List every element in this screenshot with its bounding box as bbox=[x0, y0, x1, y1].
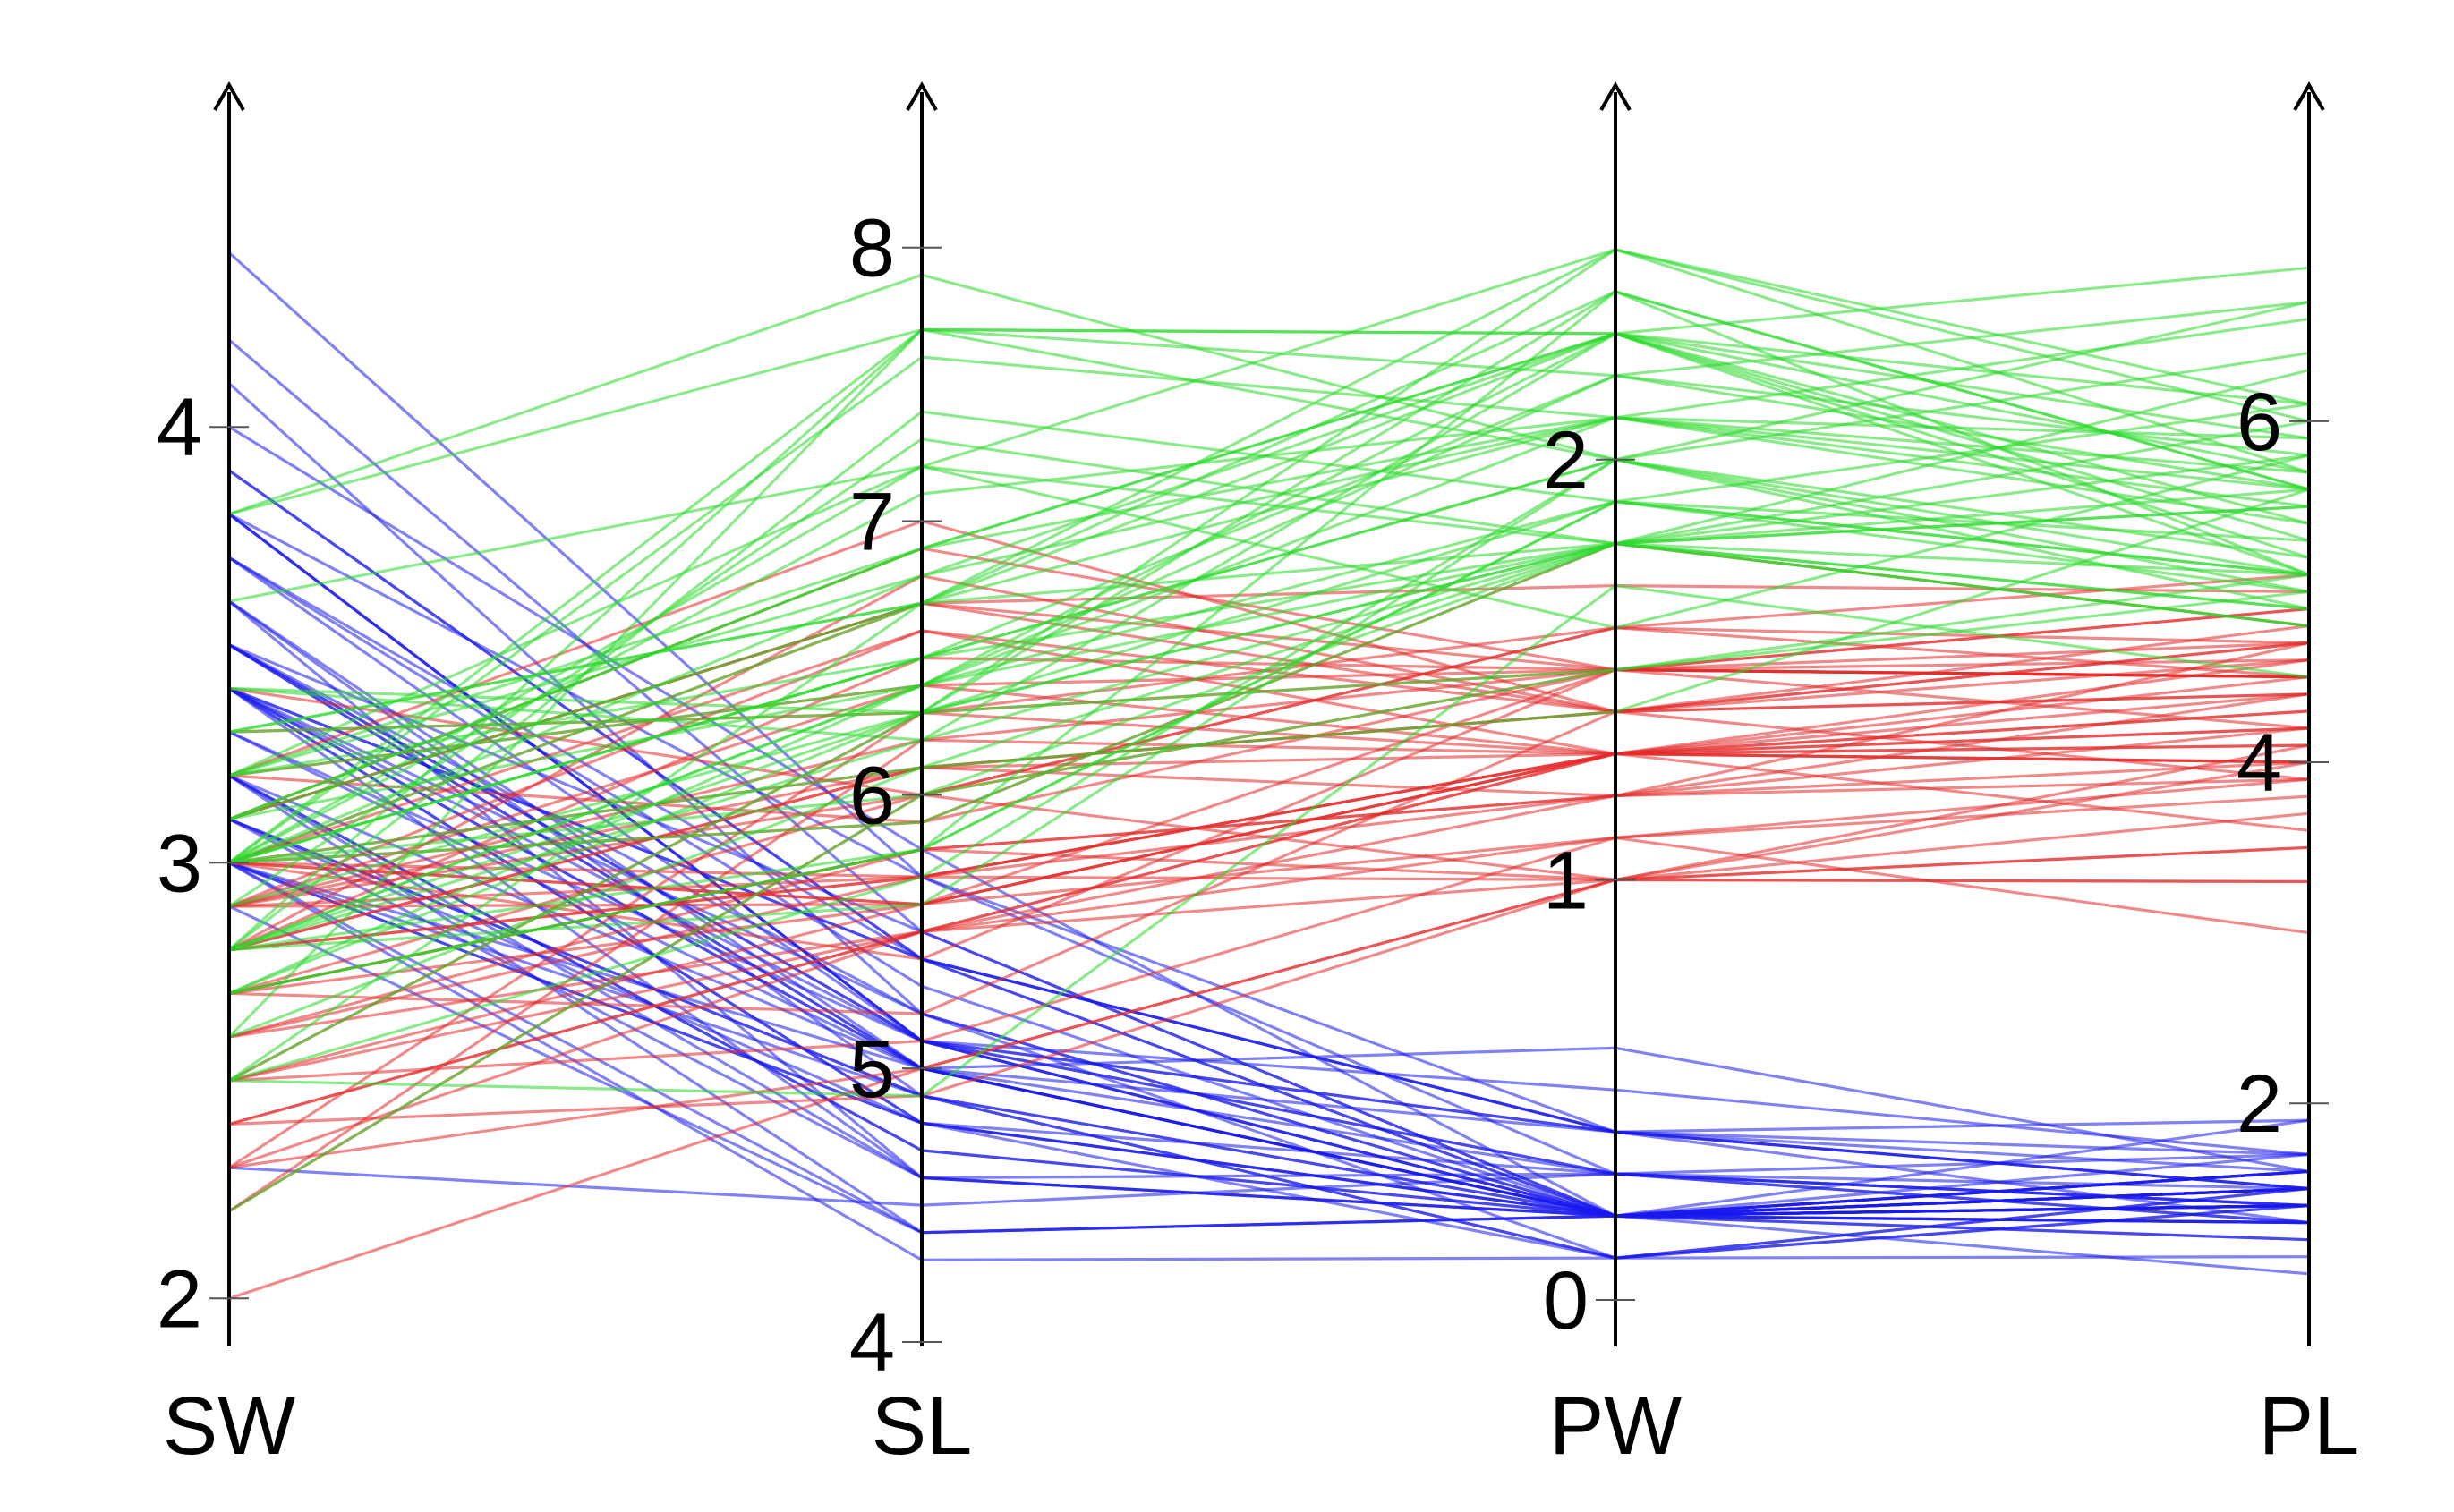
data-line bbox=[228, 542, 2310, 995]
data-line bbox=[228, 625, 2310, 797]
tick-label: 4 bbox=[2237, 718, 2282, 809]
data-line bbox=[228, 513, 2310, 1176]
data-line bbox=[228, 488, 2310, 1039]
data-line bbox=[228, 752, 2310, 1083]
data-line bbox=[228, 641, 2310, 952]
data-line bbox=[228, 656, 2310, 952]
axis-arrow-icon bbox=[906, 81, 938, 111]
data-line bbox=[228, 248, 2310, 734]
data-line bbox=[228, 500, 2310, 1083]
axis-title: SW bbox=[163, 1380, 295, 1472]
data-line bbox=[228, 878, 2310, 1169]
data-line bbox=[228, 327, 2310, 864]
data-line bbox=[228, 290, 2310, 821]
axes-layer: 2 3 4 SW 4 5 6 7 8 SL 0 1 2 PW 2 4 6 PL bbox=[157, 81, 2360, 1472]
data-line bbox=[228, 500, 2310, 995]
tick-label: 6 bbox=[2237, 377, 2282, 468]
data-line bbox=[228, 500, 2310, 995]
data-line bbox=[228, 777, 2310, 1083]
tick-label: 2 bbox=[1543, 415, 1589, 506]
tick-label: 1 bbox=[1543, 835, 1589, 926]
data-line bbox=[227, 266, 2310, 1039]
data-line bbox=[227, 300, 2310, 951]
tick-label: 4 bbox=[157, 382, 202, 473]
data-line bbox=[228, 629, 2310, 864]
data-lines-layer bbox=[227, 248, 2310, 1300]
data-line bbox=[228, 513, 2310, 1218]
axis-arrow-icon bbox=[213, 81, 245, 111]
data-line bbox=[228, 420, 2310, 777]
data-line bbox=[228, 574, 2310, 952]
axis-pl: 2 4 6 PL bbox=[2237, 81, 2360, 1472]
data-line bbox=[228, 599, 2310, 1260]
axis-title: SL bbox=[872, 1380, 973, 1472]
data-line bbox=[228, 836, 2310, 1083]
data-line bbox=[228, 845, 2310, 1039]
data-line bbox=[228, 709, 2310, 908]
data-line bbox=[228, 332, 2310, 864]
data-line bbox=[228, 273, 2310, 516]
data-line bbox=[228, 374, 2310, 952]
data-line bbox=[228, 290, 2310, 715]
data-line bbox=[228, 730, 2310, 1156]
axis-arrow-icon bbox=[2293, 81, 2325, 111]
tick-label: 0 bbox=[1543, 1255, 1589, 1346]
tick-label: 6 bbox=[849, 750, 895, 841]
data-line bbox=[228, 590, 2310, 1213]
data-line bbox=[228, 542, 2310, 864]
series-green bbox=[227, 248, 2310, 1213]
data-line bbox=[228, 692, 2310, 1039]
data-line bbox=[228, 248, 2310, 734]
data-line bbox=[228, 300, 2310, 516]
tick-label: 7 bbox=[849, 477, 895, 568]
data-line bbox=[228, 692, 2310, 1169]
axis-arrow-icon bbox=[1599, 81, 1632, 111]
data-line bbox=[228, 556, 2310, 1191]
data-line bbox=[228, 726, 2310, 879]
data-line bbox=[228, 542, 2310, 864]
data-line bbox=[228, 454, 2310, 864]
tick-label: 8 bbox=[849, 203, 895, 294]
axis-pw: 0 1 2 PW bbox=[1543, 81, 1682, 1472]
data-line bbox=[228, 573, 2310, 952]
data-line bbox=[228, 542, 2310, 864]
tick-label: 4 bbox=[849, 1297, 895, 1389]
axis-title: PL bbox=[2259, 1380, 2360, 1472]
data-line bbox=[227, 382, 2310, 1260]
tick-label: 2 bbox=[2237, 1058, 2282, 1150]
axis-sl: 4 5 6 7 8 SL bbox=[849, 81, 973, 1472]
tick-label: 2 bbox=[157, 1253, 202, 1345]
data-line bbox=[228, 811, 2310, 1126]
data-line bbox=[228, 248, 2310, 603]
data-line bbox=[228, 760, 2310, 1039]
data-line bbox=[228, 556, 2310, 1218]
data-line bbox=[228, 643, 2310, 1173]
data-line bbox=[228, 743, 2310, 952]
data-line bbox=[228, 505, 2310, 821]
data-line bbox=[228, 369, 2310, 908]
data-line bbox=[228, 458, 2310, 864]
axis-title: PW bbox=[1549, 1380, 1682, 1472]
data-line bbox=[228, 332, 2310, 777]
tick-label: 5 bbox=[849, 1024, 895, 1115]
tick-label: 3 bbox=[157, 818, 202, 909]
data-line bbox=[228, 332, 2310, 821]
axis-sw: 2 3 4 SW bbox=[157, 81, 295, 1472]
data-line bbox=[228, 332, 2310, 742]
data-line bbox=[228, 416, 2310, 864]
data-line bbox=[228, 1166, 2310, 1225]
